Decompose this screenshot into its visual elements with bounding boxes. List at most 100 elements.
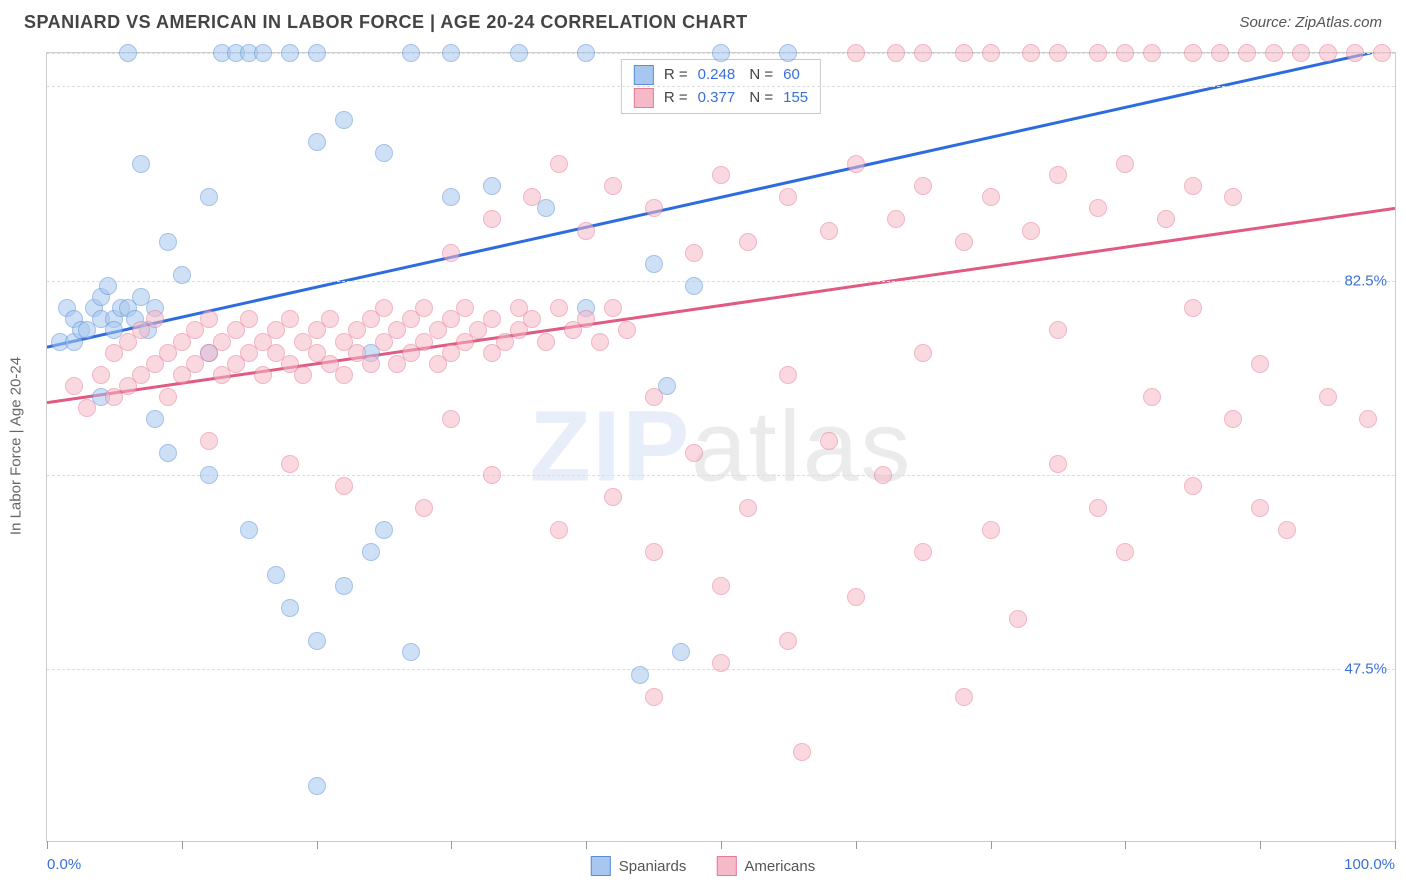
scatter-point xyxy=(618,321,636,339)
scatter-point xyxy=(1049,321,1067,339)
scatter-point xyxy=(577,222,595,240)
scatter-point xyxy=(281,44,299,62)
scatter-point xyxy=(793,743,811,761)
scatter-point xyxy=(78,399,96,417)
scatter-point xyxy=(254,366,272,384)
scatter-point xyxy=(200,466,218,484)
scatter-point xyxy=(335,577,353,595)
scatter-point xyxy=(847,44,865,62)
scatter-point xyxy=(1319,388,1337,406)
scatter-point xyxy=(267,566,285,584)
scatter-point xyxy=(672,643,690,661)
scatter-point xyxy=(712,654,730,672)
scatter-point xyxy=(240,521,258,539)
scatter-point xyxy=(712,44,730,62)
scatter-point xyxy=(1251,499,1269,517)
scatter-point xyxy=(1143,388,1161,406)
x-tick xyxy=(1125,841,1126,849)
scatter-point xyxy=(442,410,460,428)
scatter-point xyxy=(820,432,838,450)
scatter-point xyxy=(645,388,663,406)
scatter-point xyxy=(375,144,393,162)
scatter-point xyxy=(483,177,501,195)
scatter-point xyxy=(415,499,433,517)
scatter-point xyxy=(955,233,973,251)
scatter-point xyxy=(914,344,932,362)
scatter-point xyxy=(119,44,137,62)
x-tick xyxy=(182,841,183,849)
scatter-point xyxy=(779,188,797,206)
scatter-point xyxy=(308,133,326,151)
scatter-point xyxy=(65,377,83,395)
scatter-point xyxy=(335,111,353,129)
watermark: ZIPatlas xyxy=(530,390,913,505)
scatter-point xyxy=(604,299,622,317)
header: SPANIARD VS AMERICAN IN LABOR FORCE | AG… xyxy=(0,0,1406,41)
scatter-point xyxy=(685,244,703,262)
scatter-point xyxy=(456,299,474,317)
scatter-point xyxy=(402,44,420,62)
scatter-point xyxy=(887,210,905,228)
legend-label-americans: Americans xyxy=(744,858,815,875)
scatter-point xyxy=(982,44,1000,62)
scatter-point xyxy=(1049,166,1067,184)
scatter-point xyxy=(362,543,380,561)
x-tick xyxy=(856,841,857,849)
legend-swatch-spaniards-bottom xyxy=(591,856,611,876)
scatter-point xyxy=(1089,499,1107,517)
legend-bottom: Spaniards Americans xyxy=(591,856,815,876)
scatter-point xyxy=(820,222,838,240)
x-tick xyxy=(1395,841,1396,849)
scatter-point xyxy=(591,333,609,351)
scatter-point xyxy=(779,632,797,650)
watermark-zip: ZIP xyxy=(530,391,692,503)
scatter-point xyxy=(685,277,703,295)
scatter-point xyxy=(779,366,797,384)
scatter-point xyxy=(1143,44,1161,62)
scatter-point xyxy=(645,255,663,273)
gridline xyxy=(47,86,1395,87)
scatter-point xyxy=(982,188,1000,206)
chart-title: SPANIARD VS AMERICAN IN LABOR FORCE | AG… xyxy=(24,12,748,33)
x-tick xyxy=(586,841,587,849)
scatter-point xyxy=(779,44,797,62)
scatter-point xyxy=(200,310,218,328)
legend-row-spaniards: R = 0.248 N = 60 xyxy=(634,64,808,87)
scatter-point xyxy=(645,543,663,561)
scatter-point xyxy=(159,444,177,462)
legend-label-spaniards: Spaniards xyxy=(619,858,687,875)
scatter-point xyxy=(1157,210,1175,228)
scatter-point xyxy=(955,44,973,62)
scatter-point xyxy=(442,44,460,62)
scatter-point xyxy=(955,688,973,706)
scatter-point xyxy=(631,666,649,684)
scatter-point xyxy=(173,266,191,284)
scatter-point xyxy=(645,688,663,706)
scatter-point xyxy=(685,444,703,462)
scatter-point xyxy=(321,310,339,328)
scatter-point xyxy=(375,521,393,539)
scatter-point xyxy=(442,244,460,262)
scatter-point xyxy=(146,310,164,328)
legend-row-americans: R = 0.377 N = 155 xyxy=(634,87,808,110)
scatter-chart: ZIPatlas R = 0.248 N = 60 R = 0.377 N = … xyxy=(46,52,1396,842)
scatter-point xyxy=(537,333,555,351)
source-attribution: Source: ZipAtlas.com xyxy=(1239,14,1382,31)
legend-item-spaniards: Spaniards xyxy=(591,856,687,876)
scatter-point xyxy=(604,488,622,506)
scatter-point xyxy=(1022,44,1040,62)
x-tick xyxy=(1260,841,1261,849)
scatter-point xyxy=(847,155,865,173)
scatter-point xyxy=(375,299,393,317)
scatter-point xyxy=(510,44,528,62)
scatter-point xyxy=(308,777,326,795)
scatter-point xyxy=(1265,44,1283,62)
scatter-point xyxy=(982,521,1000,539)
scatter-point xyxy=(550,299,568,317)
x-axis-min-label: 0.0% xyxy=(47,856,81,873)
scatter-point xyxy=(159,233,177,251)
scatter-point xyxy=(739,233,757,251)
scatter-point xyxy=(847,588,865,606)
y-tick-label: 82.5% xyxy=(1340,272,1387,289)
gridline xyxy=(47,475,1395,476)
